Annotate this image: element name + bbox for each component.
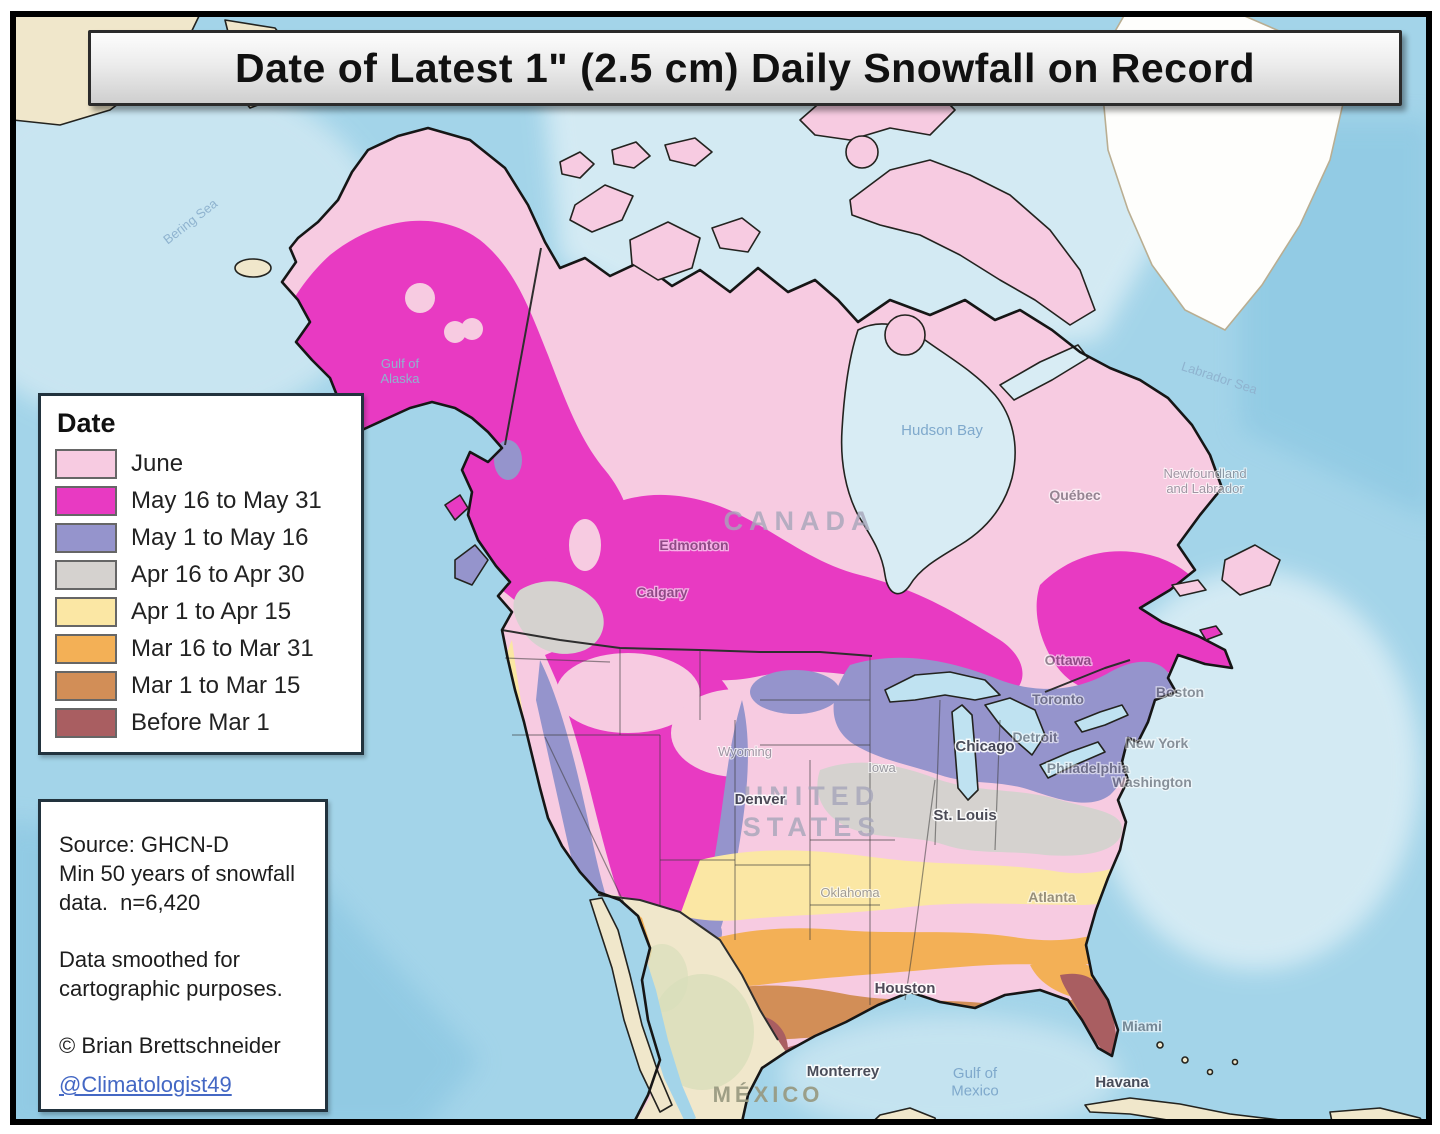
legend-item-before-mar1: Before Mar 1: [55, 704, 347, 741]
label-st-louis: St. Louis: [933, 807, 996, 824]
label-miami: Miami: [1122, 1018, 1162, 1034]
map-frame-border: [10, 11, 1432, 1125]
label-havana: Havana: [1095, 1074, 1149, 1091]
legend-title: Date: [57, 408, 116, 438]
gulf-shelf: [780, 1015, 1120, 1122]
label-gulf-of-mexico: Gulf of Mexico: [951, 1065, 999, 1099]
label-philadelphia: Philadelphia: [1047, 760, 1130, 776]
legend-swatch-mar16: [55, 633, 117, 664]
label-washington: Washington: [1112, 774, 1192, 790]
legend-item-mar16: Mar 16 to Mar 31: [55, 630, 347, 667]
legend-label: Apr 1 to Apr 15: [131, 597, 292, 625]
legend-item-may16: May 16 to May 31: [55, 482, 347, 519]
label-hudson-bay: Hudson Bay: [901, 422, 983, 439]
mexico-land: [598, 892, 786, 1122]
legend-item-may1: May 1 to May 16: [55, 519, 347, 556]
lake-ontario: [1074, 704, 1129, 733]
label-oklahoma: Oklahoma: [820, 885, 880, 900]
legend-swatch-apr16: [55, 559, 117, 590]
label-boston: Boston: [1156, 684, 1204, 700]
label-houston: Houston: [875, 980, 936, 997]
legend-label: June: [131, 449, 184, 477]
legend-label: May 1 to May 16: [131, 523, 309, 551]
legend-swatch-apr1: [55, 596, 117, 627]
mainland-coastline: [244, 126, 1234, 1122]
hudson-bay: [840, 323, 1016, 595]
legend-swatch-mar1: [55, 670, 117, 701]
label-iowa: Iowa: [868, 760, 896, 775]
label-ottawa: Ottawa: [1045, 652, 1092, 668]
label-detroit: Detroit: [1012, 729, 1057, 745]
legend-item-mar1: Mar 1 to Mar 15: [55, 667, 347, 704]
map-title: Date of Latest 1" (2.5 cm) Daily Snowfal…: [234, 44, 1256, 91]
state-lines: [504, 648, 1001, 1005]
bering-sea-shallow: [13, 70, 390, 430]
lake-michigan: [951, 704, 979, 801]
lake-superior: [884, 671, 1001, 703]
label-atlanta: Atlanta: [1028, 889, 1076, 905]
label-edmonton: Edmonton: [659, 537, 728, 553]
lake-erie: [1039, 741, 1106, 779]
legend-label: Mar 16 to Mar 31: [131, 634, 314, 662]
label-united-states: UNITED STATES: [743, 781, 882, 842]
twitter-handle-link[interactable]: @Climatologist49: [59, 1072, 232, 1098]
legend-label: May 16 to May 31: [131, 486, 322, 514]
label-gulf-of-alaska: Gulf of Alaska: [380, 356, 420, 386]
source-line: Min 50 years of snowfall data. n=6,420: [59, 861, 302, 916]
legend-swatch-may16: [55, 485, 117, 516]
caribbean-land: [871, 1041, 1424, 1122]
legend-swatch-june: [55, 448, 117, 479]
inland-waters: [840, 323, 1129, 801]
legend-swatch-before-mar1: [55, 707, 117, 738]
source-box: Source: GHCN-D Min 50 years of snowfall …: [38, 799, 328, 1112]
label-canada: CANADA: [724, 506, 877, 536]
label-new-york: New York: [1126, 735, 1189, 751]
label-quebec: Québec: [1049, 487, 1101, 503]
map-label-layer: CANADA UNITED STATES MÉXICO Hudson Bay Gu…: [160, 195, 1260, 1107]
legend-label: Mar 1 to Mar 15: [131, 671, 301, 699]
label-newfoundland: Newfoundland and Labrador: [1163, 466, 1246, 496]
legend-label: Before Mar 1: [131, 708, 270, 736]
map-title-bar: Date of Latest 1" (2.5 cm) Daily Snowfal…: [88, 30, 1402, 106]
source-line: Data smoothed for cartographic purposes.: [59, 947, 283, 1002]
legend-item-apr16: Apr 16 to Apr 30: [55, 556, 347, 593]
label-denver: Denver: [735, 791, 786, 808]
legend-item-june: June: [55, 445, 347, 482]
label-wyoming: Wyoming: [718, 744, 772, 759]
label-calgary: Calgary: [636, 584, 688, 600]
legend-item-apr1: Apr 1 to Apr 15: [55, 593, 347, 630]
label-chicago: Chicago: [955, 738, 1014, 755]
label-toronto: Toronto: [1032, 691, 1084, 707]
legend: Date June May 16 to May 31 May 1 to May …: [38, 393, 364, 755]
arctic-islands: [148, 69, 1281, 641]
hudson-strait: [999, 344, 1089, 401]
political-borders: [501, 247, 1131, 1041]
legend-label: Apr 16 to Apr 30: [131, 560, 305, 588]
label-monterrey: Monterrey: [807, 1063, 880, 1080]
copyright-line: © Brian Brettschneider: [59, 1033, 281, 1059]
source-line: Source: GHCN-D: [59, 832, 229, 857]
lake-huron: [984, 697, 1046, 756]
label-mexico: MÉXICO: [713, 1082, 824, 1107]
legend-swatch-may1: [55, 522, 117, 553]
baja-california: [589, 897, 673, 1113]
gulf-of-california: [612, 902, 696, 1122]
